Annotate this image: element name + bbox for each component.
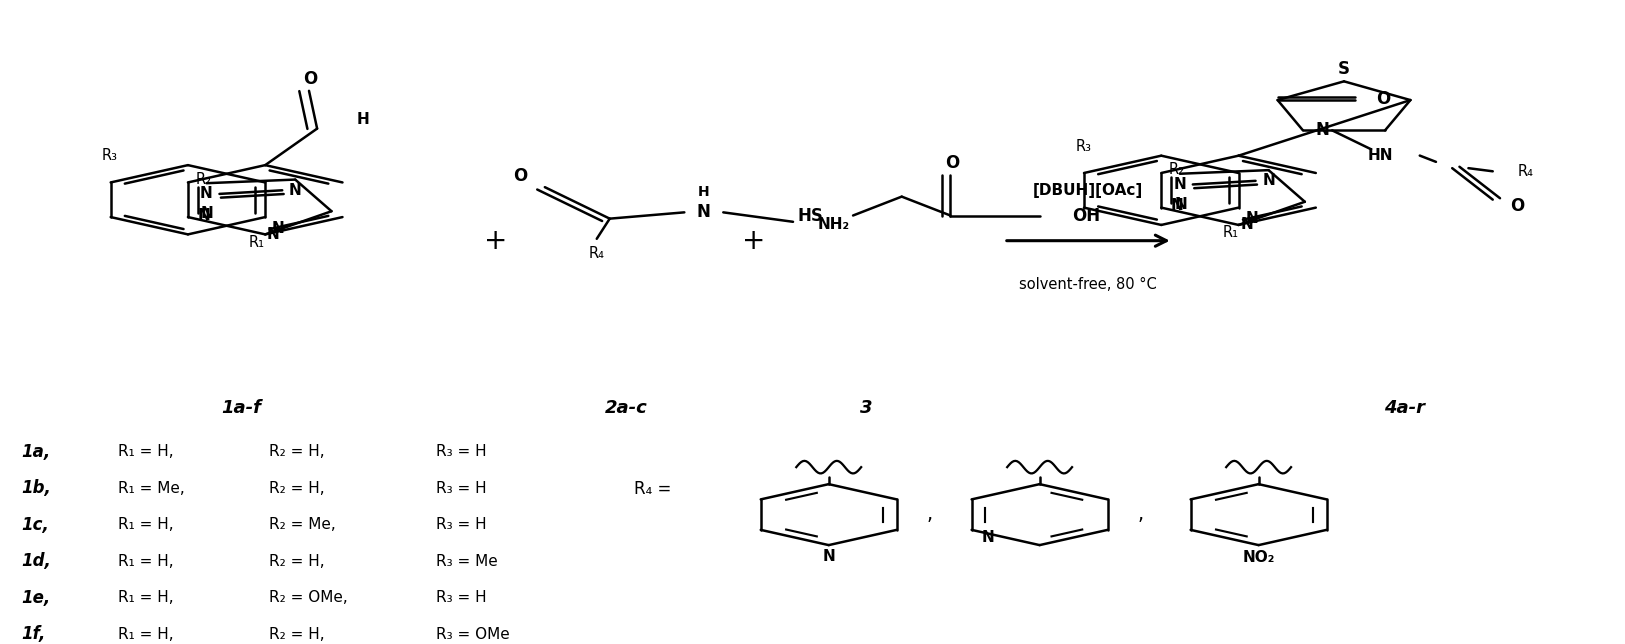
Text: NH₂: NH₂ xyxy=(817,218,850,232)
Text: R₁ = H,: R₁ = H, xyxy=(119,554,174,569)
Text: R₃ = H: R₃ = H xyxy=(436,591,487,605)
Text: ,: , xyxy=(926,505,933,524)
Text: N: N xyxy=(697,204,710,222)
Text: [DBUH][OAc]: [DBUH][OAc] xyxy=(1034,183,1144,198)
Text: N: N xyxy=(198,207,211,223)
Text: 1a,: 1a, xyxy=(21,442,50,460)
Text: R₁ = H,: R₁ = H, xyxy=(119,591,174,605)
Text: ,: , xyxy=(1138,505,1144,524)
Text: R₁ = H,: R₁ = H, xyxy=(119,517,174,532)
Text: 3: 3 xyxy=(860,399,873,417)
Text: N: N xyxy=(1316,121,1329,139)
Text: 1f,: 1f, xyxy=(21,625,46,643)
Text: R₃ = H: R₃ = H xyxy=(436,444,487,459)
Text: R₄ =: R₄ = xyxy=(634,480,671,498)
Text: N: N xyxy=(1245,211,1258,226)
Text: R₁ = H,: R₁ = H, xyxy=(119,627,174,642)
Text: N: N xyxy=(271,221,284,236)
Text: +: + xyxy=(484,227,509,254)
Text: R₂: R₂ xyxy=(195,172,211,187)
Text: N: N xyxy=(1172,198,1185,213)
Text: R₂: R₂ xyxy=(1168,162,1185,177)
Text: HS: HS xyxy=(798,207,824,225)
Text: N: N xyxy=(1173,177,1186,192)
Text: R₄: R₄ xyxy=(1518,164,1532,179)
Text: H: H xyxy=(356,111,369,127)
Text: N: N xyxy=(1263,173,1276,188)
Text: 1e,: 1e, xyxy=(21,589,50,607)
Text: O: O xyxy=(304,70,318,88)
Text: R₁: R₁ xyxy=(249,235,265,250)
Text: 1c,: 1c, xyxy=(21,516,49,534)
Text: 1b,: 1b, xyxy=(21,479,50,497)
Text: HN: HN xyxy=(1368,148,1393,163)
Text: R₁: R₁ xyxy=(1222,225,1238,240)
Text: R₃ = OMe: R₃ = OMe xyxy=(436,627,510,642)
Text: NO₂: NO₂ xyxy=(1243,550,1274,565)
Text: R₃ = H: R₃ = H xyxy=(436,517,487,532)
Text: R₂ = H,: R₂ = H, xyxy=(270,627,325,642)
Text: R₁ = H,: R₁ = H, xyxy=(119,444,174,459)
Text: N: N xyxy=(1240,218,1253,232)
Text: R₂ = H,: R₂ = H, xyxy=(270,444,325,459)
Text: R₂ = Me,: R₂ = Me, xyxy=(270,517,336,532)
Text: O: O xyxy=(944,154,959,172)
Text: solvent-free, 80 °C: solvent-free, 80 °C xyxy=(1019,278,1157,292)
Text: O: O xyxy=(514,167,528,185)
Text: O: O xyxy=(1376,90,1389,108)
Text: R₃ = Me: R₃ = Me xyxy=(436,554,497,569)
Text: 1d,: 1d, xyxy=(21,553,50,570)
Text: N: N xyxy=(266,227,279,242)
Text: OH: OH xyxy=(1072,207,1100,225)
Text: R₂ = H,: R₂ = H, xyxy=(270,480,325,496)
Text: H: H xyxy=(699,185,710,199)
Text: N: N xyxy=(822,549,835,564)
Text: R₁ = Me,: R₁ = Me, xyxy=(119,480,185,496)
Text: R₃: R₃ xyxy=(1076,138,1092,154)
Text: N: N xyxy=(202,207,214,222)
Text: R₂ = OMe,: R₂ = OMe, xyxy=(270,591,348,605)
Text: +: + xyxy=(743,227,765,254)
Text: R₃ = H: R₃ = H xyxy=(436,480,487,496)
Text: N: N xyxy=(289,183,302,198)
Text: R₄: R₄ xyxy=(588,246,604,261)
Text: N: N xyxy=(982,530,994,545)
Text: O: O xyxy=(1510,197,1524,215)
Text: 4a-r: 4a-r xyxy=(1384,399,1425,417)
Text: R₃: R₃ xyxy=(102,148,119,163)
Text: N: N xyxy=(200,186,213,202)
Text: R₂ = H,: R₂ = H, xyxy=(270,554,325,569)
Text: N: N xyxy=(1175,197,1188,212)
Text: 2a-c: 2a-c xyxy=(604,399,647,417)
Text: S: S xyxy=(1337,60,1350,78)
Text: 1a-f: 1a-f xyxy=(221,399,262,417)
